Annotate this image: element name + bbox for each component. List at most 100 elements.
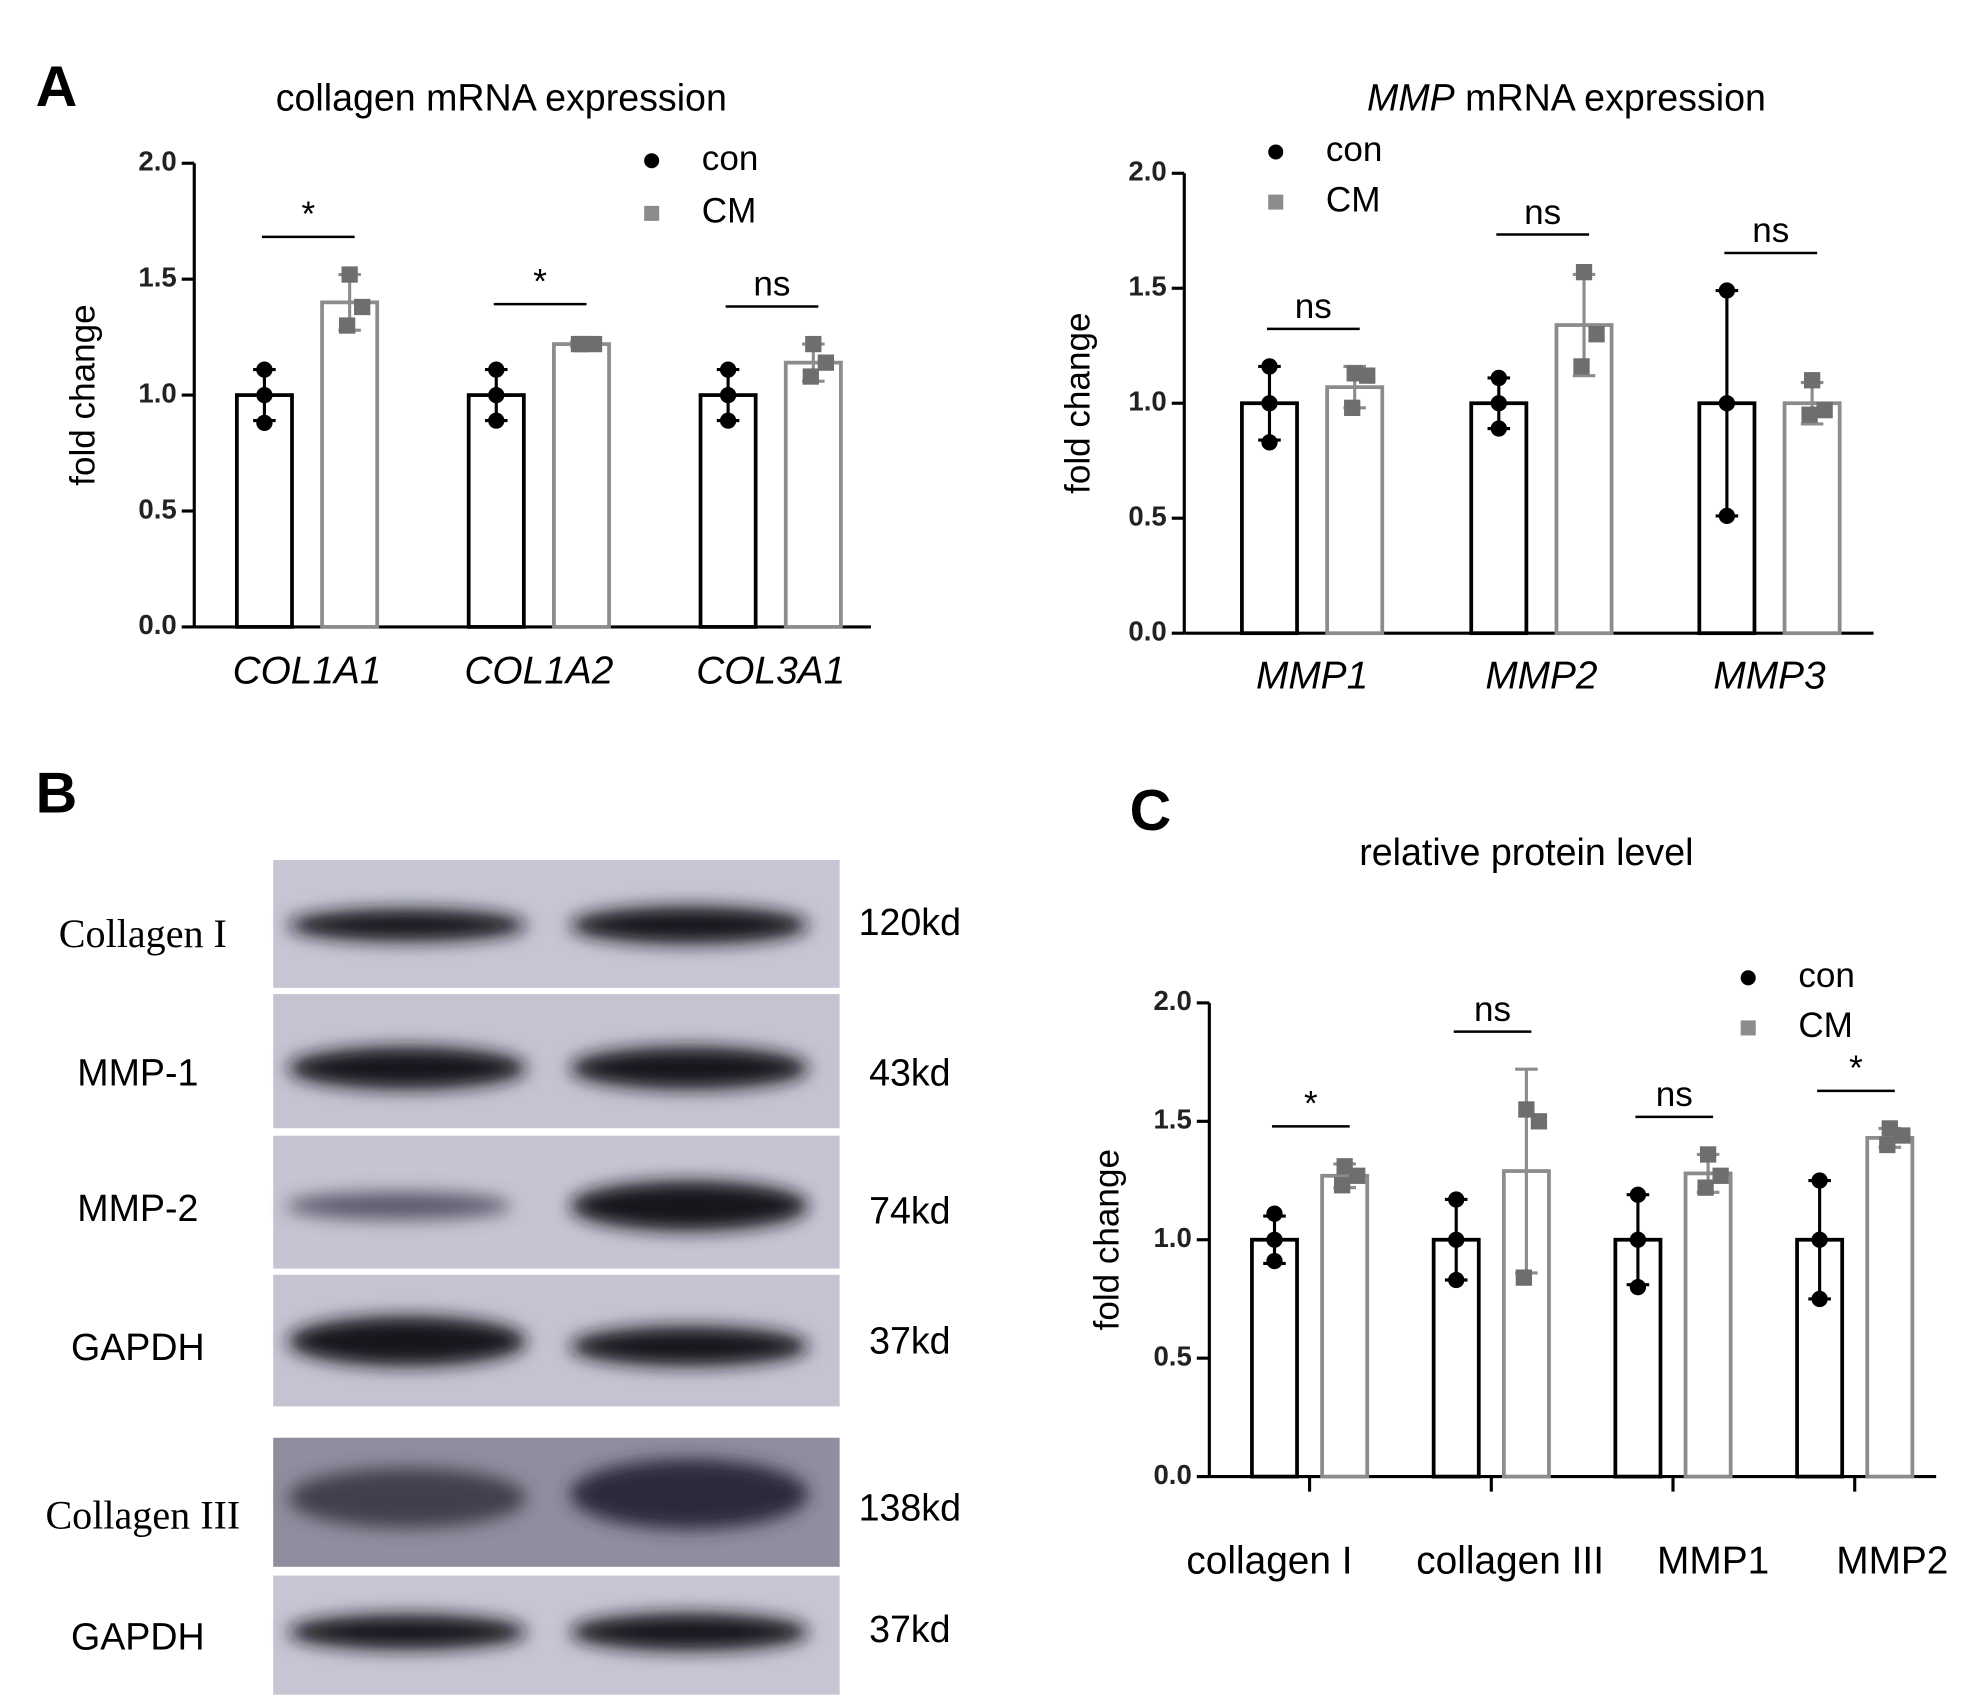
chart: relative protein level fold change 0.0 0.5 1… bbox=[1087, 831, 1948, 1582]
size-label: 74kd bbox=[869, 1189, 951, 1231]
bar bbox=[1325, 385, 1385, 636]
y-tick-label: 1.0 bbox=[1153, 1222, 1191, 1253]
legend-label: CM bbox=[1326, 180, 1381, 219]
significance-label: ns bbox=[1295, 287, 1332, 326]
y-tick-label: 2.0 bbox=[1128, 156, 1166, 187]
data-point bbox=[1803, 372, 1821, 389]
data-point bbox=[1811, 1290, 1828, 1308]
data-point bbox=[338, 317, 356, 334]
data-point bbox=[1448, 1231, 1465, 1248]
data-point bbox=[1344, 399, 1361, 416]
western-blot bbox=[273, 860, 840, 1695]
significance-label: * bbox=[1304, 1085, 1318, 1124]
data-point bbox=[1490, 395, 1507, 412]
data-point bbox=[1346, 365, 1363, 382]
data-point bbox=[1629, 1231, 1647, 1248]
data-point bbox=[1334, 1177, 1351, 1194]
chart-title: MMP mRNA expression bbox=[1367, 77, 1766, 119]
bar bbox=[320, 300, 380, 629]
y-axis-label: fold change bbox=[1087, 1149, 1126, 1330]
x-tick-label: COL1A1 bbox=[233, 650, 382, 693]
data-point bbox=[1879, 1136, 1896, 1154]
protein-label: Collagen I bbox=[59, 911, 227, 956]
protein-label: Collagen III bbox=[45, 1492, 240, 1537]
data-point bbox=[1811, 1231, 1828, 1248]
x-tick-label: MMP2 bbox=[1836, 1539, 1948, 1582]
data-point bbox=[719, 361, 737, 378]
data-point bbox=[1816, 401, 1833, 419]
significance-label: * bbox=[533, 262, 547, 301]
y-axis-label: fold change bbox=[1059, 313, 1098, 494]
data-point bbox=[1801, 406, 1818, 423]
bar bbox=[783, 360, 843, 629]
data-point bbox=[1575, 264, 1593, 281]
legend-label: con bbox=[1798, 956, 1855, 995]
data-point bbox=[1588, 326, 1605, 343]
data-point bbox=[1261, 395, 1278, 412]
data-point bbox=[488, 386, 505, 404]
data-point bbox=[1629, 1186, 1647, 1203]
significance-label: * bbox=[1849, 1049, 1863, 1088]
data-point bbox=[1699, 1146, 1717, 1163]
y-tick-label: 1.0 bbox=[1128, 386, 1166, 417]
data-point bbox=[488, 361, 505, 378]
size-label: 138kd bbox=[859, 1486, 961, 1528]
bar bbox=[1782, 401, 1842, 636]
blot-band bbox=[570, 1046, 809, 1090]
bar bbox=[552, 342, 611, 629]
size-label: 37kd bbox=[869, 1608, 951, 1650]
x-tick-label: MMP1 bbox=[1256, 655, 1368, 698]
data-point bbox=[1448, 1271, 1465, 1289]
data-point bbox=[1811, 1172, 1828, 1189]
protein-label: MMP-1 bbox=[77, 1052, 198, 1094]
size-label: 120kd bbox=[859, 901, 961, 943]
data-point bbox=[1697, 1179, 1714, 1196]
blot-band bbox=[288, 1316, 527, 1367]
data-point bbox=[817, 354, 834, 371]
data-point bbox=[1266, 1205, 1283, 1222]
x-tick-label: collagen III bbox=[1416, 1539, 1604, 1582]
data-point bbox=[256, 361, 273, 378]
data-point bbox=[1448, 1191, 1465, 1208]
y-axis-label: fold change bbox=[63, 304, 102, 485]
bar bbox=[466, 393, 526, 629]
size-label: 37kd bbox=[869, 1320, 951, 1362]
y-tick-label: 1.5 bbox=[1128, 271, 1166, 302]
chart-title: relative protein level bbox=[1359, 831, 1693, 873]
y-tick-label: 0.5 bbox=[138, 493, 176, 524]
panel-label: C bbox=[1130, 779, 1172, 843]
data-point bbox=[1336, 1158, 1353, 1175]
y-tick-label: 1.5 bbox=[138, 261, 176, 292]
data-point bbox=[1266, 1231, 1283, 1248]
data-point bbox=[1712, 1167, 1729, 1184]
data-point bbox=[1881, 1120, 1898, 1137]
legend-marker bbox=[1268, 194, 1284, 210]
chart-title: collagen mRNA expression bbox=[276, 77, 727, 119]
data-point bbox=[1718, 282, 1736, 299]
significance-label: ns bbox=[753, 265, 790, 304]
bar bbox=[1250, 1237, 1299, 1479]
data-point bbox=[805, 335, 822, 353]
data-point bbox=[1515, 1269, 1533, 1286]
bar bbox=[1683, 1171, 1733, 1479]
legend-marker bbox=[1740, 970, 1756, 986]
data-point bbox=[1518, 1101, 1535, 1118]
legend-label: CM bbox=[702, 192, 757, 231]
y-tick-label: 0.5 bbox=[1153, 1340, 1191, 1371]
y-tick-label: 0.0 bbox=[138, 609, 176, 640]
blot-band bbox=[570, 1326, 809, 1367]
blot-band bbox=[285, 1192, 512, 1220]
legend-label: con bbox=[702, 139, 759, 178]
significance-label: * bbox=[301, 195, 315, 234]
y-tick-label: 0.0 bbox=[1128, 615, 1166, 646]
legend-label: CM bbox=[1798, 1006, 1853, 1045]
legend-marker bbox=[644, 205, 660, 221]
data-point bbox=[719, 412, 737, 429]
data-point bbox=[1718, 395, 1736, 412]
data-point bbox=[256, 386, 273, 404]
y-tick-label: 2.0 bbox=[138, 146, 176, 177]
blot-band bbox=[570, 906, 809, 944]
blot-band bbox=[288, 1467, 527, 1528]
x-tick-label: collagen I bbox=[1186, 1539, 1352, 1582]
